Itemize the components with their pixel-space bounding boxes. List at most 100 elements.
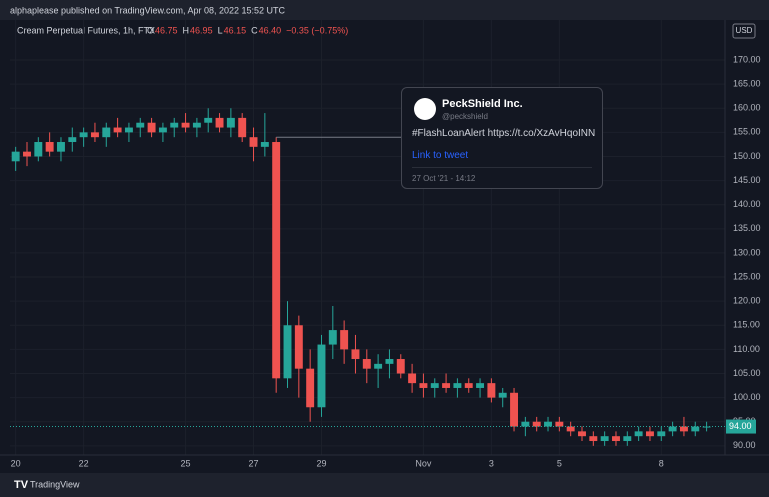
candle-body: [102, 127, 111, 138]
candle-body: [124, 127, 133, 133]
ohlc-value: 46.75: [155, 25, 178, 35]
tweet-box: PeckShield Inc. @peckshield #FlashLoanAl…: [401, 87, 603, 189]
candle-body: [272, 142, 281, 379]
x-tick-label: 29: [316, 458, 326, 468]
x-tick-label: 22: [79, 458, 89, 468]
y-tick-label: 145.00: [733, 175, 761, 185]
candle-body: [600, 436, 609, 442]
y-tick-label: 100.00: [733, 392, 761, 402]
y-tick-label: 125.00: [733, 271, 761, 281]
candle-body: [612, 436, 620, 442]
candle-body: [215, 117, 224, 128]
candle-body: [23, 151, 31, 157]
candle-body: [90, 132, 99, 138]
ohlc-key: O: [147, 25, 154, 35]
y-tick-label: 120.00: [733, 296, 761, 306]
tweet-handle: @peckshield: [442, 112, 488, 121]
ohlc-value: 46.40: [259, 25, 282, 35]
candle-body: [283, 325, 292, 379]
candle-body: [396, 359, 405, 374]
footer-logo: TV: [14, 479, 29, 491]
candle-body: [79, 132, 88, 138]
candle-body: [328, 330, 337, 345]
candle-body: [623, 436, 632, 442]
currency: USD: [736, 26, 753, 35]
y-tick-label: 135.00: [733, 223, 761, 233]
candle-body: [510, 392, 519, 427]
candle-body: [226, 117, 235, 128]
candle-body: [430, 383, 439, 388]
footer-bar: [0, 473, 769, 497]
candle-body: [476, 383, 485, 388]
candle-body: [578, 431, 586, 437]
tweet-link[interactable]: Link to tweet: [412, 150, 469, 161]
candle-body: [238, 117, 247, 138]
y-tick-label: 160.00: [733, 103, 761, 113]
candle-body: [68, 137, 77, 143]
candle-body: [645, 431, 654, 437]
header: alphaplease published on TradingView.com…: [10, 5, 286, 15]
candle-body: [113, 127, 122, 133]
candle-body: [385, 359, 394, 364]
candle-body: [136, 122, 145, 128]
tweet-name: PeckShield Inc.: [442, 98, 523, 110]
candle-body: [498, 392, 507, 398]
candle-body: [589, 436, 598, 442]
separator: [412, 167, 592, 168]
x-tick-label: 8: [659, 458, 664, 468]
candle-body: [57, 142, 65, 152]
candle-body: [306, 368, 315, 408]
candle-body: [442, 383, 451, 388]
x-tick-label: 27: [249, 458, 259, 468]
candle-body: [453, 383, 462, 388]
header-bar: [0, 0, 769, 20]
candle-body: [555, 421, 564, 427]
candle-body: [408, 373, 417, 384]
tweet-text: #FlashLoanAlert https://t.co/XzAvHqoINN: [412, 128, 596, 139]
candle-body: [521, 421, 530, 427]
x-tick-label: Nov: [415, 458, 432, 468]
y-tick-label: 110.00: [733, 344, 760, 354]
x-tick-label: 5: [557, 458, 562, 468]
candle-body: [668, 426, 677, 432]
candle-body: [544, 421, 552, 427]
y-tick-label: 105.00: [733, 368, 761, 378]
candle-body: [317, 344, 326, 408]
ohlc-value: −0.35 (−0.75%): [286, 25, 348, 35]
candle-body: [657, 431, 666, 437]
ohlc-key: H: [183, 25, 190, 35]
candle-body: [147, 122, 156, 133]
candle-body: [634, 431, 643, 437]
last-price-box: [726, 419, 756, 434]
last-price-label: 94.00: [729, 421, 752, 431]
y-tick-label: 130.00: [733, 247, 761, 257]
candle-body: [419, 383, 428, 388]
ohlc-value: 46.15: [224, 25, 247, 35]
candle-body: [374, 363, 383, 369]
y-tick-label: 150.00: [733, 151, 761, 161]
candle-body: [487, 383, 496, 398]
x-tick-label: 20: [11, 458, 21, 468]
y-tick-label: 115.00: [733, 320, 760, 330]
candle-body: [679, 426, 688, 432]
ohlc-value: 46.95: [190, 25, 213, 35]
y-tick-label: 90.00: [733, 440, 756, 450]
y-tick-label: 140.00: [733, 199, 761, 209]
y-tick-label: 170.00: [733, 54, 761, 64]
candle-body: [260, 142, 269, 147]
candle-body: [45, 142, 54, 152]
candle-body: [11, 151, 20, 162]
tweet-logo: [414, 98, 436, 120]
candle-body: [249, 137, 258, 147]
candle-body: [566, 426, 575, 432]
candle-body: [170, 122, 179, 128]
candle-body: [158, 127, 167, 133]
ohlc-key: L: [218, 25, 223, 35]
candle-body: [204, 117, 213, 123]
candle-body: [192, 122, 201, 128]
currency-box: [732, 23, 756, 39]
chart-title: Cream Perpetual Futures, 1h, FTX: [17, 25, 155, 35]
